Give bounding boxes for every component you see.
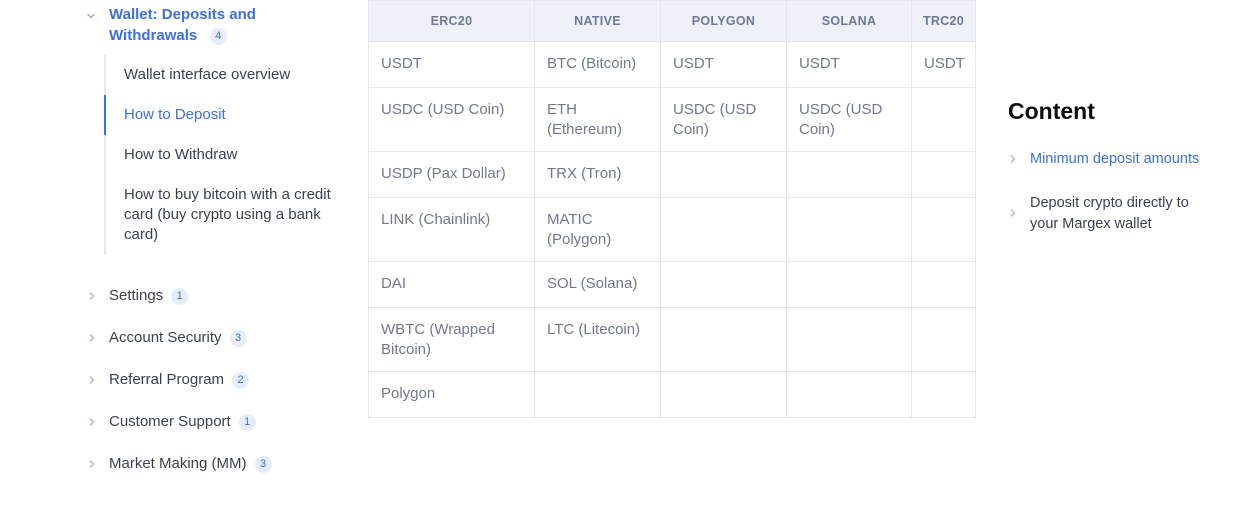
column-header-polygon: POLYGON <box>660 0 787 42</box>
table-row: WBTC (Wrapped Bitcoin) LTC (Litecoin) <box>368 307 976 372</box>
sidebar-group-label: Referral Program <box>109 371 225 388</box>
count-badge: 1 <box>238 413 256 431</box>
column-header-trc20: TRC20 <box>911 0 976 42</box>
count-badge: 2 <box>232 371 250 389</box>
table-cell <box>786 197 912 262</box>
table-cell: LTC (Litecoin) <box>534 307 661 372</box>
table-row: DAI SOL (Solana) <box>368 261 976 308</box>
sidebar-group-customer-support[interactable]: Customer Support 1 <box>86 401 378 443</box>
table-cell <box>660 151 787 198</box>
sidebar-subitem-wallet-interface-overview[interactable]: Wallet interface overview <box>104 55 336 95</box>
chevron-right-icon <box>1008 205 1018 223</box>
table-cell: USDT <box>911 41 976 88</box>
table-cell <box>660 261 787 308</box>
chevron-right-icon <box>1008 151 1018 169</box>
table-cell <box>911 371 976 418</box>
table-row: USDT BTC (Bitcoin) USDT USDT USDT <box>368 41 976 88</box>
chevron-right-icon <box>87 456 97 474</box>
sidebar-group-market-making-mm[interactable]: Market Making (MM) 3 <box>86 443 378 485</box>
table-cell: USDC (USD Coin) <box>368 87 535 152</box>
content-links: Minimum deposit amounts Deposit crypto di… <box>1008 149 1223 235</box>
table-cell: USDP (Pax Dollar) <box>368 151 535 198</box>
count-badge: 1 <box>171 287 189 305</box>
content-link-minimum-deposit-amounts[interactable]: Minimum deposit amounts <box>1008 149 1223 170</box>
sidebar-group-wallet[interactable]: Wallet: Deposits and Withdrawals 4 <box>86 4 378 46</box>
table-cell: ETH (Ethereum) <box>534 87 661 152</box>
content-panel-title: Content <box>1008 98 1095 124</box>
count-badge: 3 <box>229 329 247 347</box>
wallet-sub-list: Wallet interface overview How to Deposit H… <box>104 55 336 255</box>
sidebar-group-label: Wallet: Deposits and Withdrawals <box>109 6 256 44</box>
column-header-solana: SOLANA <box>786 0 912 42</box>
table-cell: USDC (USD Coin) <box>660 87 787 152</box>
sidebar-group-account-security[interactable]: Account Security 3 <box>86 317 378 359</box>
table-body: USDT BTC (Bitcoin) USDT USDT USDT USDC (USD C… <box>368 41 976 418</box>
sidebar-group-referral-program[interactable]: Referral Program 2 <box>86 359 378 401</box>
sidebar-subitem-how-to-buy-bitcoin-with-a-cred[interactable]: How to buy bitcoin with a credit card (b… <box>104 175 336 255</box>
sidebar-group-label: Market Making (MM) <box>109 455 247 472</box>
table-cell <box>534 371 661 418</box>
table-cell: DAI <box>368 261 535 308</box>
sidebar-subitem-how-to-deposit[interactable]: How to Deposit <box>104 95 336 135</box>
table-cell: TRX (Tron) <box>534 151 661 198</box>
chevron-right-icon <box>87 372 97 390</box>
table-cell: USDC (USD Coin) <box>786 87 912 152</box>
table-cell: USDT <box>660 41 787 88</box>
table-cell <box>786 371 912 418</box>
table-cell <box>786 261 912 308</box>
table-row: LINK (Chainlink) MATIC (Polygon) <box>368 197 976 262</box>
table-cell <box>911 197 976 262</box>
chevron-right-icon <box>87 288 97 306</box>
sidebar-group-label: Settings <box>109 287 164 304</box>
table-cell <box>786 307 912 372</box>
deposit-networks-table-wrap: ERC20 NATIVE POLYGON SOLANA TRC20 USDT BTC (B… <box>368 0 976 418</box>
table-cell <box>660 371 787 418</box>
content-link-label: Minimum deposit amounts <box>1030 151 1200 167</box>
chevron-right-icon <box>87 330 97 348</box>
column-header-native: NATIVE <box>534 0 661 42</box>
table-cell <box>911 261 976 308</box>
column-header-erc20: ERC20 <box>368 0 535 42</box>
table-header-row: ERC20 NATIVE POLYGON SOLANA TRC20 <box>368 0 976 42</box>
table-cell <box>660 307 787 372</box>
table-row: Polygon <box>368 371 976 418</box>
table-cell: SOL (Solana) <box>534 261 661 308</box>
table-cell: WBTC (Wrapped Bitcoin) <box>368 307 535 372</box>
table-cell <box>660 197 787 262</box>
content-link-label: Deposit crypto directly to your Margex w… <box>1030 195 1189 232</box>
sidebar-group-settings[interactable]: Settings 1 <box>86 275 378 317</box>
table-row: USDC (USD Coin) ETH (Ethereum) USDC (USD C… <box>368 87 976 152</box>
deposit-networks-table: ERC20 NATIVE POLYGON SOLANA TRC20 USDT BTC (B… <box>368 0 976 418</box>
sidebar: Wallet: Deposits and Withdrawals 4 Walle… <box>86 4 378 485</box>
sidebar-group-label: Account Security <box>109 329 222 346</box>
table-cell <box>911 307 976 372</box>
chevron-right-icon <box>87 414 97 432</box>
sidebar-group-title-wrap: Wallet: Deposits and Withdrawals 4 <box>109 4 294 46</box>
table-row: USDP (Pax Dollar) TRX (Tron) <box>368 151 976 198</box>
count-badge: 4 <box>209 27 227 45</box>
chevron-down-icon <box>86 8 96 26</box>
table-cell: USDT <box>368 41 535 88</box>
count-badge: 3 <box>254 455 272 473</box>
content-link-deposit-crypto-directly-to-you[interactable]: Deposit crypto directly to your Margex w… <box>1008 193 1223 235</box>
table-cell: USDT <box>786 41 912 88</box>
table-cell <box>786 151 912 198</box>
sidebar-subitem-how-to-withdraw[interactable]: How to Withdraw <box>104 135 336 175</box>
sidebar-top-list: Settings 1 Account Security 3 Referral Progr… <box>86 275 378 485</box>
table-cell: LINK (Chainlink) <box>368 197 535 262</box>
table-cell: MATIC (Polygon) <box>534 197 661 262</box>
table-cell: Polygon <box>368 371 535 418</box>
table-cell: BTC (Bitcoin) <box>534 41 661 88</box>
table-cell <box>911 87 976 152</box>
table-cell <box>911 151 976 198</box>
content-panel: Content Minimum deposit amounts Deposit c… <box>1008 98 1223 258</box>
sidebar-group-label: Customer Support <box>109 413 231 430</box>
